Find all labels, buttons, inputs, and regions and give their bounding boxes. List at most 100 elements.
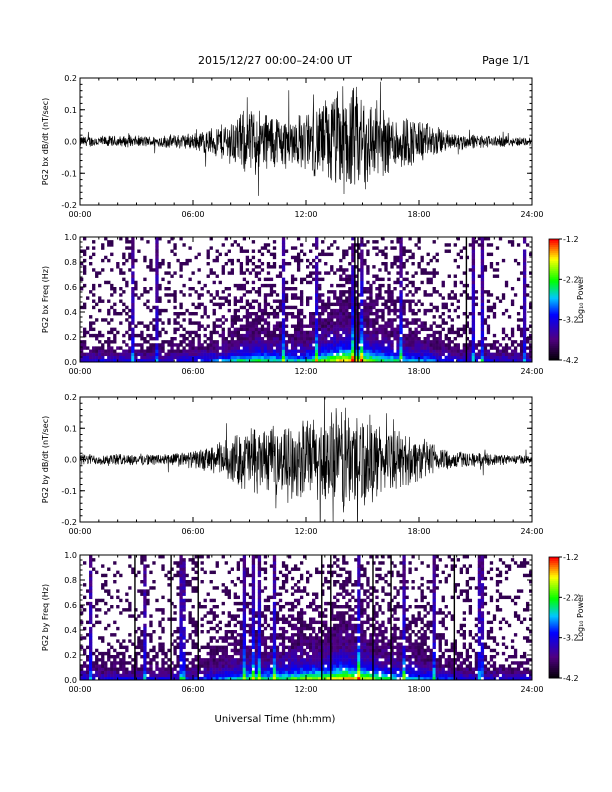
spectrogram-cell (218, 252, 222, 257)
colorbar-swatch (549, 341, 559, 345)
spectrogram-cell (408, 308, 412, 313)
spectrogram-cell (513, 346, 518, 350)
spectrogram-cell (167, 271, 171, 275)
spectrogram-cell (200, 293, 204, 297)
spectrogram-cell (254, 349, 259, 353)
colorbar-swatch (549, 355, 559, 359)
spectrogram-cell (315, 271, 319, 275)
spectrogram-cell (522, 327, 527, 332)
spectrogram-cell (504, 346, 509, 350)
spectrogram-cell (266, 315, 271, 319)
spectrogram-cell (194, 626, 198, 631)
spectrogram-cell (272, 617, 277, 621)
spectrogram-cell (206, 592, 210, 596)
spectrogram-cell (281, 605, 286, 609)
spectrogram-cell (182, 564, 186, 568)
spectrogram-cell (197, 280, 201, 285)
spectrogram-cell (450, 346, 454, 350)
spectrogram-cell (423, 337, 427, 341)
spectrogram-cell (119, 611, 123, 615)
spectrogram-cell (113, 355, 117, 360)
spectrogram-cell (209, 346, 213, 350)
colorbar-swatch (549, 325, 559, 329)
colorbar-swatch (549, 327, 559, 331)
spectrogram-cell (110, 240, 114, 244)
spectrogram-cell (483, 265, 488, 269)
spectrogram-cell (176, 561, 180, 565)
spectrogram-cell (309, 274, 313, 278)
spectrogram-cell (239, 262, 244, 266)
spectrogram-cell (224, 676, 228, 681)
spectrogram-cell (324, 639, 328, 643)
spectrogram-cell (161, 630, 165, 634)
spectrogram-cell (284, 293, 289, 297)
spectrogram-cell (342, 305, 346, 310)
spectrogram-cell (293, 337, 298, 341)
spectrogram-cell (315, 676, 319, 681)
spectrogram-cell (140, 561, 144, 565)
spectrogram-cell (290, 614, 295, 618)
colorbar-swatch (549, 319, 559, 323)
spectrogram-cell (360, 265, 364, 269)
spectrogram-cell (318, 258, 322, 263)
spectrogram-cell (251, 340, 256, 344)
spectrogram-cell (471, 337, 476, 341)
spectrogram-cell (290, 661, 295, 665)
spectrogram-cell (275, 661, 280, 665)
spectrogram-cell (113, 658, 117, 662)
spectrogram-cell (296, 262, 301, 266)
spectrogram-cell (492, 333, 497, 338)
spectrogram-cell (254, 346, 259, 350)
spectrogram-cell (182, 262, 186, 266)
spectrogram-cell (293, 246, 298, 250)
spectrogram-cell (143, 258, 147, 263)
spectrogram-cell (149, 620, 153, 625)
spectrogram-cell (315, 664, 319, 668)
spectrogram-cell (260, 642, 265, 646)
spectrogram-cell (354, 324, 358, 328)
spectrogram-cell (215, 586, 219, 590)
spectrogram-cell (471, 293, 476, 297)
spectrogram-cell (86, 670, 90, 675)
spectrogram-cell (233, 330, 237, 335)
spectrogram-cell (269, 617, 274, 621)
spectrogram-cell (387, 287, 391, 291)
spectrogram-cell (432, 271, 436, 275)
spectrogram-cell (302, 315, 307, 319)
spectrogram-cell (342, 630, 346, 634)
spectrogram-cell (501, 346, 506, 350)
spectrogram-cell (302, 333, 307, 338)
spectrogram-cell (399, 346, 403, 350)
colorbar-swatch (549, 337, 559, 341)
spectrogram-cell (107, 299, 111, 303)
spectrogram-cell (254, 614, 259, 618)
spectrogram-cell (351, 343, 355, 347)
spectrogram-cell (324, 608, 328, 612)
spectrogram-cell (194, 305, 198, 310)
spectrogram-cell (149, 676, 153, 681)
spectrogram-cell (272, 614, 277, 618)
spectrogram-cell (122, 664, 126, 668)
spectrogram-cell (330, 327, 334, 332)
spectrogram-cell (420, 352, 424, 357)
spectrogram-cell (275, 670, 280, 675)
spectrogram-cell (227, 667, 231, 671)
spectrogram-cell (309, 617, 313, 621)
spectrogram-cell (149, 308, 153, 313)
spectrogram-cell (375, 315, 379, 319)
spectrogram-cell (345, 667, 349, 671)
spectrogram-cell (357, 252, 361, 257)
spectrogram-cell (254, 667, 259, 671)
spectrogram-cell (501, 330, 506, 335)
spectrogram-cell (315, 620, 319, 625)
spectrogram-cell (293, 658, 298, 662)
spectrogram-cell (477, 340, 482, 344)
spectrogram-cell (245, 670, 250, 675)
spectrogram-cell (336, 358, 340, 363)
spectrogram-cell (155, 343, 159, 347)
spectrogram-cell (309, 262, 313, 266)
spectrogram-cell (474, 346, 479, 350)
spectrogram-cell (480, 302, 485, 307)
spectrogram-cell (435, 305, 439, 310)
spectrogram-cell (281, 268, 286, 272)
